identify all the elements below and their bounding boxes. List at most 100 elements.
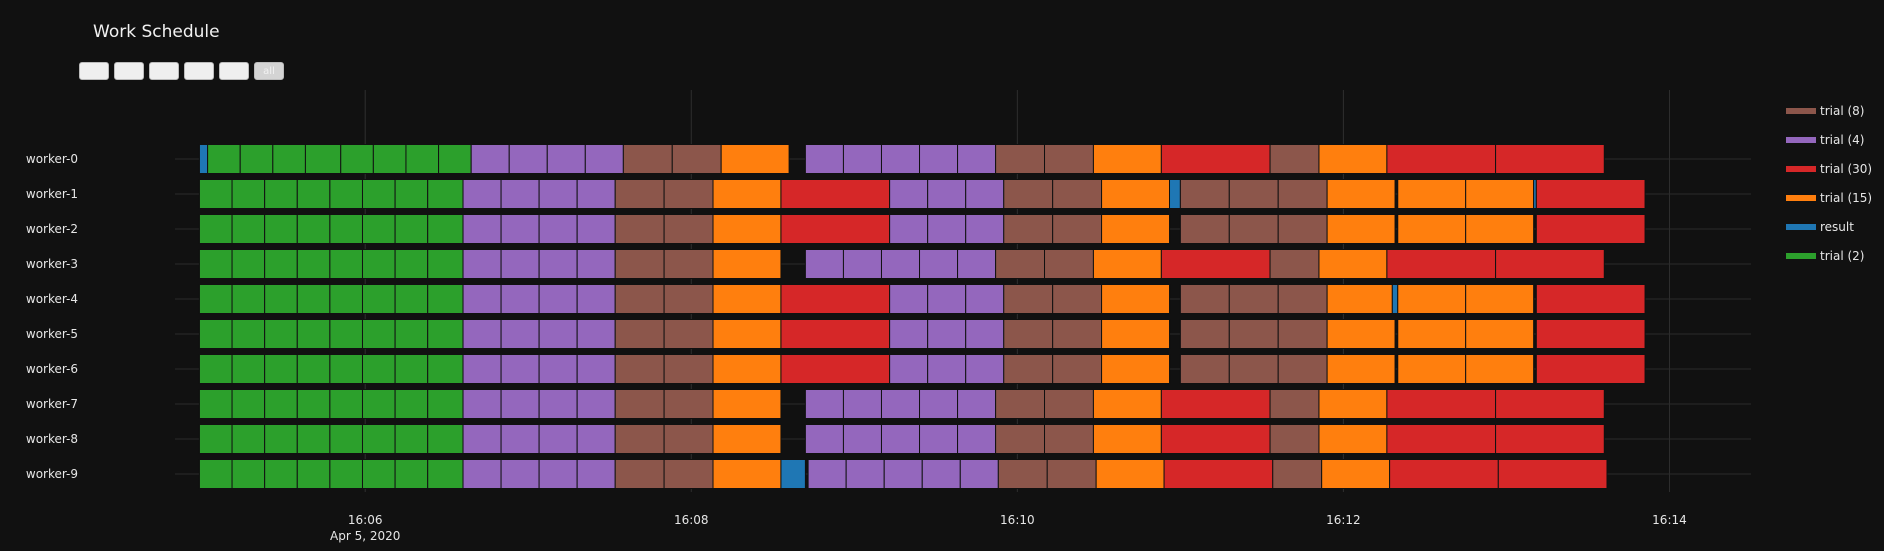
task-bar [1272, 459, 1323, 489]
task-bar [1465, 179, 1535, 209]
task-bar [538, 354, 578, 384]
task-bar [1003, 179, 1054, 209]
legend-label: trial (30) [1820, 161, 1873, 176]
task-bar [264, 424, 298, 454]
task-bar [995, 424, 1046, 454]
task-bar [296, 459, 331, 489]
task-bar [927, 179, 967, 209]
range-button-2[interactable] [114, 62, 144, 80]
task-bar [1003, 284, 1054, 314]
task-bar [231, 214, 266, 244]
task-bar [614, 389, 665, 419]
task-bar [965, 319, 1005, 349]
task-bar [462, 214, 502, 244]
legend-swatch [1786, 165, 1816, 172]
task-bar [1095, 459, 1165, 489]
task-bar [1277, 284, 1328, 314]
task-bar [427, 319, 464, 349]
task-bar [427, 459, 464, 489]
task-bar [198, 179, 233, 209]
task-bar [712, 249, 782, 279]
task-bar [807, 459, 847, 489]
task-bar [965, 354, 1005, 384]
task-bar [959, 459, 999, 489]
task-bar [842, 144, 882, 174]
y-tick-label: worker-3 [26, 257, 78, 271]
task-bar [712, 214, 782, 244]
legend-swatch [1786, 107, 1816, 114]
legend-item[interactable]: trial (8) [1786, 96, 1872, 125]
task-bar [712, 424, 782, 454]
y-tick-label: worker-1 [26, 187, 78, 201]
task-bar [462, 389, 502, 419]
task-bar [1318, 424, 1388, 454]
task-bar [1052, 179, 1103, 209]
legend-label: result [1820, 219, 1854, 234]
legend-item[interactable]: trial (30) [1786, 154, 1872, 183]
task-bar [538, 249, 578, 279]
range-button-5[interactable] [219, 62, 249, 80]
y-tick-label: worker-6 [26, 362, 78, 376]
legend-item[interactable]: trial (15) [1786, 183, 1872, 212]
task-bar [889, 354, 929, 384]
range-button-1[interactable] [79, 62, 109, 80]
task-bar [538, 179, 578, 209]
task-bar [1318, 249, 1388, 279]
task-bar [329, 459, 363, 489]
task-bar [663, 459, 714, 489]
task-bar [1465, 319, 1535, 349]
task-bar [1003, 354, 1054, 384]
task-bar [1326, 319, 1396, 349]
task-bar [329, 389, 363, 419]
task-bar [264, 284, 298, 314]
task-bar [500, 459, 540, 489]
legend-item[interactable]: result [1786, 212, 1872, 241]
task-bar [1101, 354, 1171, 384]
task-bar [427, 389, 464, 419]
task-bar [712, 284, 782, 314]
task-bar [231, 179, 266, 209]
task-bar [919, 389, 959, 419]
task-bar [329, 424, 363, 454]
task-bar [712, 319, 782, 349]
task-bar [880, 424, 921, 454]
task-bar [340, 144, 374, 174]
legend-label: trial (8) [1820, 103, 1865, 118]
task-bar [1044, 424, 1094, 454]
task-bar [1397, 319, 1467, 349]
task-bar [231, 249, 266, 279]
range-button-4[interactable] [184, 62, 214, 80]
x-tick-label: 16:12 [1326, 513, 1361, 527]
task-bar [1160, 389, 1271, 419]
task-bar [1326, 214, 1396, 244]
task-bar [538, 424, 578, 454]
task-bar [462, 459, 502, 489]
range-button-3[interactable] [149, 62, 179, 80]
legend-item[interactable]: trial (4) [1786, 125, 1872, 154]
task-bar [780, 319, 891, 349]
task-bar [1101, 284, 1171, 314]
task-bar [462, 319, 502, 349]
task-bar [1092, 424, 1162, 454]
task-bar [462, 249, 502, 279]
task-bar [842, 424, 882, 454]
task-bar [1269, 424, 1320, 454]
legend-item[interactable]: trial (2) [1786, 241, 1872, 270]
task-bar [1535, 214, 1646, 244]
range-button-all[interactable]: all [254, 62, 284, 80]
task-bar [576, 249, 616, 279]
task-bar [264, 319, 298, 349]
task-bar [957, 424, 997, 454]
task-bar [264, 389, 298, 419]
task-bar [361, 284, 396, 314]
task-bar [538, 214, 578, 244]
task-bar [296, 214, 331, 244]
task-bar [1269, 389, 1320, 419]
task-bar [394, 424, 429, 454]
legend: trial (8) trial (4) trial (30) trial (15… [1786, 96, 1872, 270]
task-bar [500, 354, 540, 384]
task-bar [538, 319, 578, 349]
task-bar [845, 459, 885, 489]
task-bar [304, 144, 342, 174]
